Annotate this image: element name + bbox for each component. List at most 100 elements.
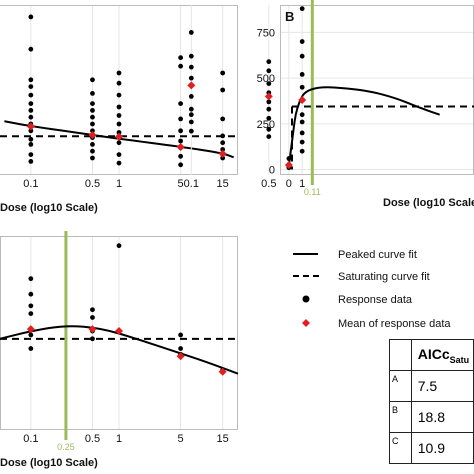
response-point — [28, 311, 34, 316]
aic-table-row: B 18.8 — [389, 401, 474, 433]
x-tick-label: 0.5 — [261, 178, 276, 190]
legend: Peaked curve fit Saturating curve fit Re… — [293, 249, 451, 330]
response-point — [220, 147, 226, 152]
response-point — [116, 104, 122, 110]
response-point — [266, 115, 272, 121]
x-axis-label: Dose (log10 Scale) — [0, 457, 98, 469]
x-tick-label: 0 — [286, 178, 292, 190]
response-point — [116, 121, 122, 127]
response-point — [188, 119, 194, 125]
aic-row-value: 10.9 — [410, 432, 474, 464]
response-point — [178, 55, 184, 61]
x-tick-label: 1 — [116, 433, 122, 445]
response-point — [90, 101, 95, 106]
response-point — [28, 142, 34, 147]
response-point — [299, 148, 305, 154]
response-point — [90, 108, 95, 113]
y-tick-label: 250 — [257, 119, 275, 131]
peaked-fit-line — [287, 86, 440, 166]
mean-point — [218, 149, 227, 158]
y-tick-label: 500 — [257, 73, 275, 85]
legend-response-swatch — [302, 295, 310, 303]
response-point — [90, 148, 95, 154]
response-point — [299, 130, 305, 136]
response-point — [188, 106, 194, 112]
legend-mean-label: Mean of response data — [338, 318, 451, 330]
response-point — [28, 291, 34, 297]
y-tick-label: 0 — [269, 165, 275, 177]
threshold-label: 0.11 — [304, 187, 321, 197]
threshold-label: 0.25 — [57, 442, 75, 452]
aic-row-label: C — [389, 432, 412, 464]
legend-peaked-label: Peaked curve fit — [338, 249, 417, 261]
response-point — [220, 116, 226, 122]
response-point — [220, 87, 226, 93]
peaked-fit-line — [4, 120, 234, 159]
x-axis-label: Dose (log10 Scale) — [383, 197, 474, 209]
response-point — [90, 128, 95, 134]
mean-point — [26, 325, 35, 334]
aic-header-sub: Satu — [449, 354, 470, 365]
response-point — [28, 136, 34, 142]
response-point — [188, 75, 194, 81]
response-point — [90, 307, 95, 313]
response-point — [178, 138, 184, 144]
response-point — [116, 92, 122, 98]
response-point — [28, 14, 34, 20]
aic-table-header: AICcSatu — [410, 339, 474, 371]
response-point — [299, 84, 305, 90]
response-point — [299, 112, 305, 118]
x-axis-label: Dose (log10 Scale) — [0, 202, 98, 214]
mean-point — [88, 325, 97, 334]
y-tick-label: 750 — [257, 27, 275, 39]
legend-response-label: Response data — [338, 294, 413, 306]
x-tick-label: 0.5 — [85, 178, 100, 190]
response-point — [90, 77, 95, 83]
aic-header-main: AICc — [417, 345, 450, 362]
response-point — [28, 92, 34, 98]
response-point — [90, 91, 95, 96]
response-point — [28, 152, 34, 158]
response-point — [188, 64, 194, 70]
mean-point — [218, 367, 227, 376]
response-point — [220, 155, 226, 161]
response-point — [188, 30, 194, 35]
response-point — [266, 68, 272, 74]
mean-point — [264, 92, 273, 101]
response-point — [116, 160, 122, 166]
response-point — [178, 346, 184, 351]
response-point — [266, 134, 272, 140]
response-point — [116, 70, 122, 76]
x-tick-label: 0.1 — [23, 178, 38, 190]
response-point — [90, 142, 95, 147]
aic-table-corner — [389, 339, 412, 371]
response-point — [28, 276, 34, 282]
response-point — [299, 139, 305, 145]
x-tick-label: 0.1 — [184, 178, 199, 190]
response-point — [299, 53, 305, 59]
response-point — [266, 106, 272, 112]
response-point — [266, 126, 272, 132]
response-point — [90, 155, 95, 161]
response-point — [266, 99, 272, 105]
response-point — [90, 114, 95, 120]
response-point — [28, 159, 34, 164]
plot-border — [0, 236, 238, 430]
response-point — [220, 140, 226, 146]
response-point — [188, 112, 194, 118]
response-point — [220, 133, 226, 139]
response-point — [116, 152, 122, 158]
response-point — [28, 46, 34, 52]
response-point — [116, 140, 122, 146]
response-point — [28, 101, 34, 106]
peaked-fit-line — [0, 325, 239, 375]
x-tick-label: 1 — [299, 178, 305, 190]
x-tick-label: 15 — [217, 178, 229, 190]
x-tick-label: 0.5 — [85, 433, 100, 445]
mean-point — [187, 81, 196, 90]
legend-saturating-label: Saturating curve fit — [338, 271, 430, 283]
mean-point — [26, 122, 35, 131]
mean-point — [115, 327, 123, 336]
response-point — [178, 332, 184, 338]
